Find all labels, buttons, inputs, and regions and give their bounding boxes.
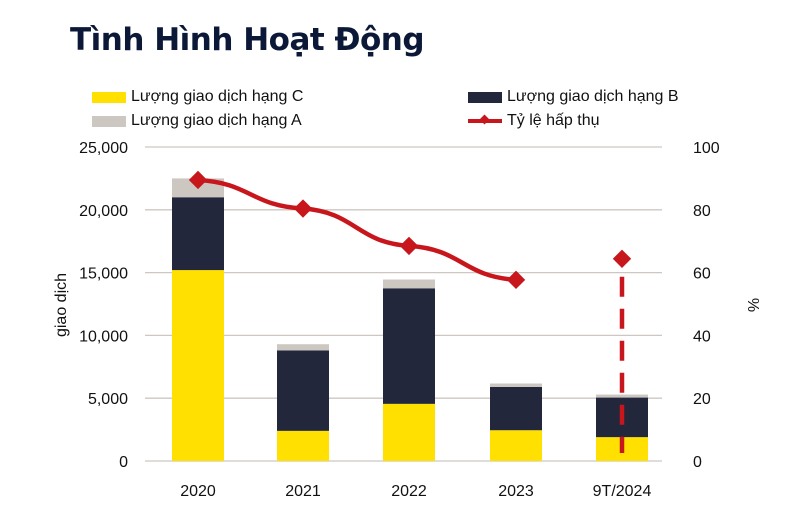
bar-segment-c — [172, 270, 224, 461]
bar-segment-b — [277, 350, 329, 431]
rate-marker — [612, 249, 632, 268]
rate-marker — [293, 199, 313, 218]
bar-segment-c — [277, 430, 329, 461]
rate-marker — [506, 270, 526, 290]
legend-swatch-b — [468, 91, 502, 103]
x-tick-label: 2020 — [180, 483, 216, 500]
legend-label-c: Lượng giao dịch hạng C — [131, 88, 304, 105]
chart-title: Tình Hình Hoạt Động — [70, 22, 425, 58]
legend-label-b: Lượng giao dịch hạng B — [507, 88, 679, 105]
x-tick-label: 9T/2024 — [593, 483, 652, 500]
bar-segment-b — [383, 288, 435, 404]
x-tick-label: 2023 — [498, 483, 534, 500]
y2-axis-label: % — [744, 298, 761, 312]
y2-tick-label: 0 — [693, 454, 702, 471]
y2-tick-label: 40 — [693, 328, 711, 345]
bar-segment-a — [277, 344, 329, 351]
y2-tick-label: 60 — [693, 266, 711, 283]
legend-swatch-rate — [468, 114, 502, 125]
y-axis-label: giao dịch — [53, 273, 70, 337]
y-tick-label: 15,000 — [79, 266, 128, 283]
y2-tick-label: 20 — [693, 391, 711, 408]
legend-item-b: Lượng giao dịch hạng B — [468, 87, 679, 107]
y-tick-label: 5,000 — [88, 391, 128, 408]
rate-marker — [188, 170, 208, 190]
bar-segment-a — [383, 279, 435, 289]
y2-tick-label: 80 — [693, 203, 711, 220]
x-tick-label: 2022 — [391, 483, 427, 500]
rate-marker — [399, 236, 419, 256]
y-tick-label: 20,000 — [79, 203, 128, 220]
legend-label-a: Lượng giao dịch hạng A — [131, 112, 302, 129]
y-tick-label: 10,000 — [79, 328, 128, 345]
legend-item-a: Lượng giao dịch hạng A — [92, 111, 302, 131]
legend-swatch-a — [92, 115, 126, 127]
bar-segment-c — [490, 430, 542, 461]
legend-label-rate: Tỷ lệ hấp thụ — [507, 112, 600, 129]
bar-segment-c — [383, 403, 435, 461]
bar-segment-a — [490, 383, 542, 387]
legend-item-rate: Tỷ lệ hấp thụ — [468, 111, 600, 131]
y-tick-label: 25,000 — [79, 140, 128, 157]
rate-line — [197, 177, 517, 283]
y-tick-label: 0 — [119, 454, 128, 471]
y2-tick-label: 100 — [693, 140, 720, 157]
x-tick-label: 2021 — [285, 483, 321, 500]
bar-segment-b — [490, 386, 542, 431]
legend-item-c: Lượng giao dịch hạng C — [92, 87, 303, 107]
legend-swatch-c — [92, 91, 126, 103]
bar-segment-b — [172, 197, 224, 271]
bar-segment-a — [596, 394, 648, 398]
